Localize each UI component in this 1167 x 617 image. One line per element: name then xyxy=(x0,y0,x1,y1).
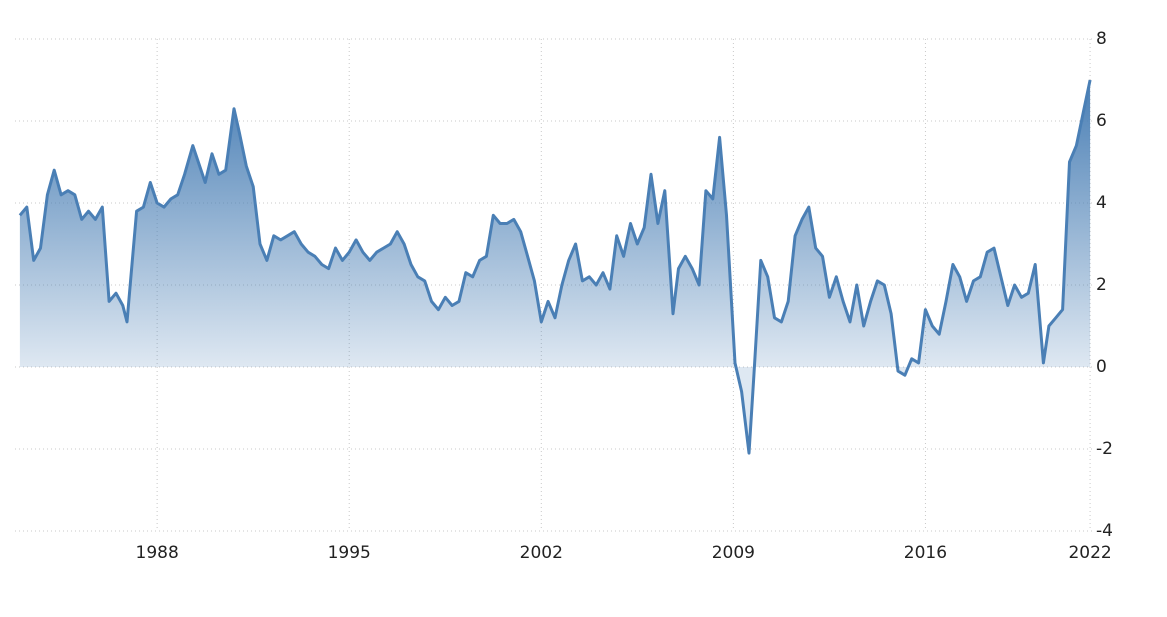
y-tick-label: 8 xyxy=(1096,29,1107,49)
x-tick-label: 2016 xyxy=(904,543,947,563)
area xyxy=(19,80,1091,454)
x-tick-label: 1995 xyxy=(328,543,371,563)
y-tick-label: -4 xyxy=(1096,521,1113,541)
y-tick-label: 2 xyxy=(1096,275,1107,295)
y-tick-label: -2 xyxy=(1096,439,1113,459)
x-tick-label: 2022 xyxy=(1068,543,1111,563)
x-tick-label: 1988 xyxy=(136,543,179,563)
x-tick-label: 2009 xyxy=(712,543,755,563)
x-tick-label: 2002 xyxy=(520,543,563,563)
y-tick-label: 0 xyxy=(1096,357,1107,377)
y-tick-label: 6 xyxy=(1096,111,1107,131)
line xyxy=(18,79,1092,455)
y-tick-label: 4 xyxy=(1096,193,1107,213)
